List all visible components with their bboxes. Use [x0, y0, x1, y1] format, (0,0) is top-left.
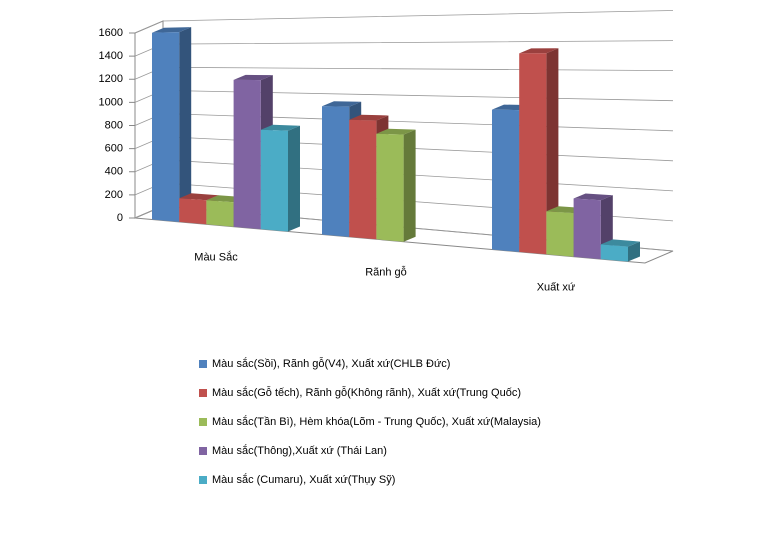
y-tick-label: 0: [117, 212, 123, 224]
bar: [349, 119, 377, 240]
bar: [206, 200, 234, 227]
grid-line: [134, 10, 674, 34]
x-tick-label: Xuất xứ: [537, 281, 576, 293]
y-tick-label: 800: [105, 119, 123, 131]
y-tick-label: 1000: [99, 96, 123, 108]
bar: [492, 109, 520, 252]
bar-side: [288, 125, 300, 232]
legend-label: Màu sắc(Gỗ tếch), Rãnh gỗ(Không rãnh), X…: [212, 386, 521, 399]
bar: [322, 106, 350, 237]
legend-label: Màu sắc(Tần Bì), Hèm khóa(Lõm - Trung Qu…: [212, 415, 541, 428]
y-tick-label: 400: [105, 166, 123, 178]
legend-label: Màu sắc (Cumaru), Xuất xứ(Thụy Sỹ): [212, 473, 395, 486]
bar: [152, 32, 180, 222]
bar-side: [546, 48, 559, 255]
x-tick-label: Rãnh gỗ: [365, 265, 407, 278]
legend-label: Màu sắc(Sồi), Rãnh gỗ(V4), Xuất xứ(CHLB …: [212, 357, 450, 370]
grid-line: [134, 66, 674, 80]
bar: [179, 198, 207, 225]
y-tick-label: 1400: [99, 50, 123, 62]
bar-top: [260, 124, 300, 131]
y-tick-label: 200: [105, 189, 123, 201]
bar: [600, 244, 628, 262]
bar-top: [152, 27, 192, 33]
grid-line: [134, 113, 674, 132]
y-tick-label: 1200: [99, 73, 123, 85]
x-tick-label: Màu Sắc: [194, 250, 238, 263]
bar: [260, 129, 288, 232]
bar: [376, 133, 404, 242]
bar-top: [233, 74, 273, 81]
bar-top: [376, 128, 416, 135]
bar-side: [628, 241, 640, 262]
legend-swatch: [199, 389, 207, 397]
grid-line: [134, 89, 674, 103]
bar-top: [573, 193, 613, 201]
bar: [233, 79, 261, 230]
bar: [519, 53, 547, 255]
legend-swatch: [199, 360, 207, 368]
bar-top: [349, 114, 389, 121]
grid-line: [134, 40, 674, 57]
legend-swatch: [199, 447, 207, 455]
legend-swatch: [199, 476, 207, 484]
bar: [573, 198, 601, 260]
legend-label: Màu sắc(Thông),Xuất xứ (Thái Lan): [212, 444, 387, 457]
bar: [546, 211, 574, 257]
bar-top: [322, 101, 362, 107]
bar-side: [179, 27, 192, 222]
bar-top: [179, 193, 219, 201]
bar-side: [403, 129, 416, 242]
bar-top: [600, 239, 640, 247]
legend-swatch: [199, 418, 207, 426]
y-tick-label: 600: [105, 143, 123, 155]
y-tick-label: 1600: [99, 27, 123, 39]
bar-top: [519, 48, 559, 54]
